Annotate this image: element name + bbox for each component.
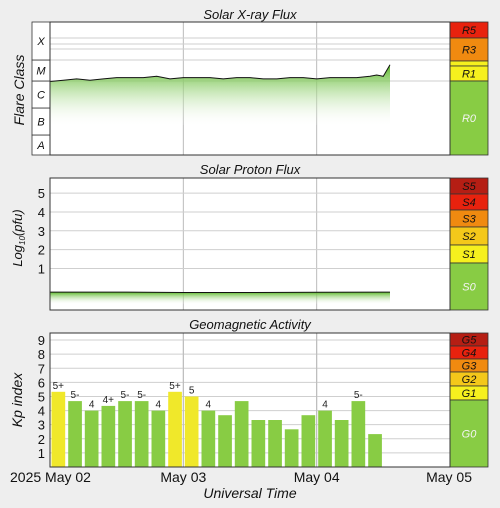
kp-bar <box>101 405 116 467</box>
xray-scale-segment <box>449 60 489 67</box>
proton-plot-border <box>49 177 451 311</box>
kp-bar-label: 4 <box>156 400 162 411</box>
kp-bar <box>334 420 349 467</box>
proton-ylabel-sub: 10 <box>18 236 27 245</box>
kp-bar-label: 5- <box>137 390 146 401</box>
proton-flux-area <box>50 292 390 304</box>
xray-scale-label: R3 <box>462 45 477 57</box>
xray-flux-panel: R5 R3 R1 R0 AB CM X <box>31 21 489 156</box>
kp-bar-label: 5+ <box>169 381 181 392</box>
x-tick-label: May 04 <box>294 469 340 485</box>
xray-scale-label: R1 <box>462 69 476 81</box>
proton-title: Solar Proton Flux <box>200 162 301 177</box>
kp-bar <box>251 420 266 467</box>
kp-bar-label: 5+ <box>53 381 65 392</box>
kp-y-tick-label: 9 <box>38 333 45 348</box>
proton-scale-label: S4 <box>462 197 475 209</box>
proton-flux-panel: S5 S4 S3 S2 S1 S0 1 2 3 4 5 <box>38 177 489 311</box>
proton-plot-area <box>49 177 451 311</box>
kp-bar-label: 5- <box>354 390 363 401</box>
kp-bar-label: 5- <box>71 390 80 401</box>
proton-y-tick-label: 4 <box>38 205 45 220</box>
kp-bar <box>151 410 166 467</box>
kp-bar <box>268 420 282 467</box>
kp-bar-label: 4 <box>206 400 212 411</box>
xray-ylabel: Flare Class <box>11 55 27 126</box>
kp-bar <box>184 396 199 467</box>
x-tick-label: May 03 <box>160 469 206 485</box>
kp-bar <box>351 401 366 467</box>
xray-scale-label: R0 <box>462 113 477 125</box>
kp-scale-label: G4 <box>462 348 477 360</box>
flare-class-label: B <box>37 117 44 129</box>
kp-bar-label: 5- <box>121 390 130 401</box>
kp-bar <box>68 401 82 467</box>
kp-bar <box>218 415 232 467</box>
xray-scale-label: R5 <box>462 25 477 37</box>
flare-class-label: C <box>37 90 45 102</box>
flare-class-label: X <box>36 36 45 48</box>
proton-scale-label: S3 <box>462 214 476 226</box>
xray-title: Solar X-ray Flux <box>203 7 297 22</box>
kp-bar <box>318 410 332 467</box>
kp-y-tick-label: 7 <box>38 361 45 376</box>
proton-scale-label: S2 <box>462 231 475 243</box>
x-tick-label: May 05 <box>426 469 472 485</box>
kp-bar <box>284 429 299 467</box>
kp-bar <box>201 410 216 467</box>
kp-bar <box>118 401 132 467</box>
kp-bar <box>368 434 382 467</box>
proton-scale-label: S1 <box>462 249 475 261</box>
kp-y-tick-label: 6 <box>38 375 45 390</box>
x-tick-label: 2025 May 02 <box>10 469 91 485</box>
proton-ylabel-tail: (pfu) <box>10 209 25 236</box>
kp-scale-label: G0 <box>462 429 478 441</box>
kp-bar <box>301 415 316 467</box>
kp-title: Geomagnetic Activity <box>189 317 312 332</box>
kp-scale-label: G3 <box>462 361 478 373</box>
xray-scale-segment <box>449 80 489 156</box>
kp-bar <box>134 401 149 467</box>
kp-scale-segment <box>449 399 489 468</box>
kp-y-tick-label: 2 <box>38 432 45 447</box>
kp-y-tick-label: 4 <box>38 404 45 419</box>
kp-y-tick-label: 8 <box>38 347 45 362</box>
proton-scale-label: S5 <box>462 181 476 193</box>
kp-bar <box>51 391 66 467</box>
kp-y-tick-label: 5 <box>38 389 45 404</box>
kp-y-tick-label: 1 <box>38 446 45 461</box>
kp-scale-label: G1 <box>462 388 477 400</box>
x-axis-label: Universal Time <box>203 485 296 501</box>
kp-bar <box>168 391 182 467</box>
kp-plot-area <box>49 332 451 468</box>
kp-bar-label: 4 <box>89 400 95 411</box>
kp-scale-label: G5 <box>462 335 478 347</box>
kp-bar <box>84 410 99 467</box>
xray-plot-border <box>49 21 451 156</box>
flare-class-label: A <box>36 140 44 152</box>
kp-bar-label: 5 <box>189 386 195 397</box>
proton-y-tick-label: 2 <box>38 243 45 258</box>
flare-class-label: M <box>36 66 46 78</box>
proton-scale-label: S0 <box>462 282 476 294</box>
kp-ylabel: Kp index <box>9 372 25 427</box>
xray-flux-line <box>49 64 391 82</box>
proton-ylabel-main: Log <box>10 244 25 266</box>
proton-y-tick-label: 5 <box>38 186 45 201</box>
kp-scale-label: G2 <box>462 374 477 386</box>
kp-bar-label: 4 <box>322 400 328 411</box>
kp-plot-border <box>49 332 451 468</box>
proton-ylabel: Log10(pfu) <box>10 209 27 266</box>
kp-bar-label: 4+ <box>103 395 115 406</box>
xray-flux-area <box>50 64 390 125</box>
time-axis: 2025 May 02 May 03 May 04 May 05 <box>10 469 472 485</box>
kp-bar <box>234 401 249 467</box>
proton-y-tick-label: 1 <box>38 262 45 277</box>
kp-y-tick-label: 3 <box>38 418 45 433</box>
proton-y-tick-label: 3 <box>38 224 45 239</box>
